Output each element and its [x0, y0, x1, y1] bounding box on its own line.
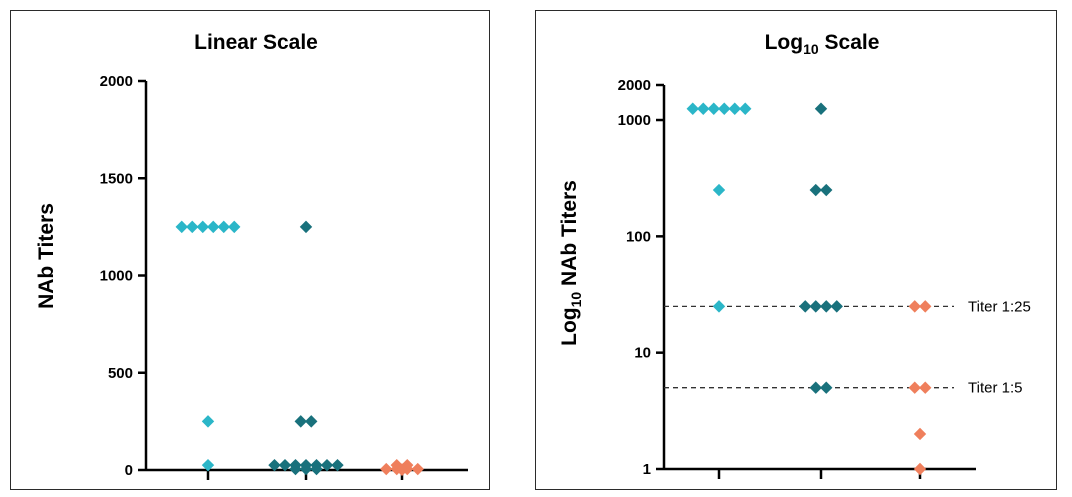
ylabel-base: Log — [558, 307, 581, 345]
data-point — [712, 300, 726, 313]
data-point — [268, 458, 281, 472]
data-point — [908, 381, 921, 394]
data-point — [217, 220, 230, 234]
reference-label: Titer 1:25 — [968, 298, 1031, 315]
y-tick-label: 0 — [125, 462, 133, 479]
data-point — [728, 102, 741, 115]
log-chart: Log10 Scale Log10 NAb Titers 11010010002… — [558, 31, 1031, 479]
data-point — [411, 462, 424, 476]
ylabel-rest: NAb Titers — [558, 180, 581, 292]
data-point — [278, 458, 292, 472]
data-point — [299, 220, 313, 234]
data-point — [331, 458, 344, 472]
data-point — [686, 102, 699, 115]
data-point — [201, 458, 215, 472]
y-tick-label: 1500 — [100, 170, 133, 187]
data-point — [196, 220, 209, 234]
data-point — [395, 463, 409, 477]
data-point — [201, 415, 215, 428]
data-point — [913, 462, 927, 476]
data-point — [310, 462, 323, 476]
title-base: Log — [765, 31, 803, 54]
data-point — [228, 220, 241, 234]
y-tick-label: 100 — [626, 228, 651, 245]
data-point — [707, 102, 720, 115]
y-tick-label: 1000 — [100, 268, 133, 285]
data-point — [320, 458, 334, 472]
data-point — [820, 381, 833, 394]
data-point — [820, 183, 833, 197]
data-point — [809, 381, 822, 394]
data-point — [175, 220, 188, 234]
data-point — [712, 183, 726, 197]
data-point — [919, 381, 932, 394]
data-point — [718, 102, 731, 115]
data-point — [919, 300, 932, 313]
y-tick-label: 2000 — [100, 73, 133, 90]
y-axis-label: NAb Titers — [35, 203, 58, 309]
y-tick-label: 1 — [643, 461, 651, 478]
data-point — [697, 102, 710, 115]
y-tick-label: 2000 — [618, 77, 651, 94]
data-point — [299, 462, 313, 476]
data-point — [908, 300, 921, 313]
data-point — [294, 415, 307, 428]
data-point — [289, 462, 302, 476]
log-scale-panel: Log10 Scale Log10 NAb Titers 1 10 100 1000 2… — [535, 10, 1057, 490]
ylabel-subscript: 10 — [568, 292, 584, 308]
data-point — [809, 183, 822, 197]
data-point — [207, 220, 220, 234]
y-tick-label: 10 — [634, 345, 651, 362]
data-point — [799, 300, 812, 313]
data-point — [739, 102, 752, 115]
data-point — [820, 300, 833, 313]
reference-label: Titer 1:5 — [968, 380, 1022, 397]
data-point — [814, 102, 828, 115]
title-rest: Scale — [819, 31, 880, 54]
data-point — [305, 415, 318, 428]
title-subscript: 10 — [803, 41, 819, 57]
y-tick-label: 1000 — [618, 112, 651, 129]
data-point — [380, 462, 393, 476]
data-point — [913, 427, 927, 441]
data-point — [830, 300, 843, 313]
linear-scale-panel: Linear Scale NAb Titers 0 500 1000 1500 2000 — [10, 10, 490, 490]
data-point — [809, 300, 822, 313]
data-point — [186, 220, 199, 234]
chart-title: Log10 Scale — [765, 31, 880, 57]
linear-chart: Linear Scale NAb Titers 0 500 1000 1500 2000 — [35, 31, 468, 480]
chart-title: Linear Scale — [194, 31, 318, 54]
y-axis-label: Log10 NAb Titers — [558, 180, 584, 346]
y-tick-label: 500 — [108, 365, 133, 382]
